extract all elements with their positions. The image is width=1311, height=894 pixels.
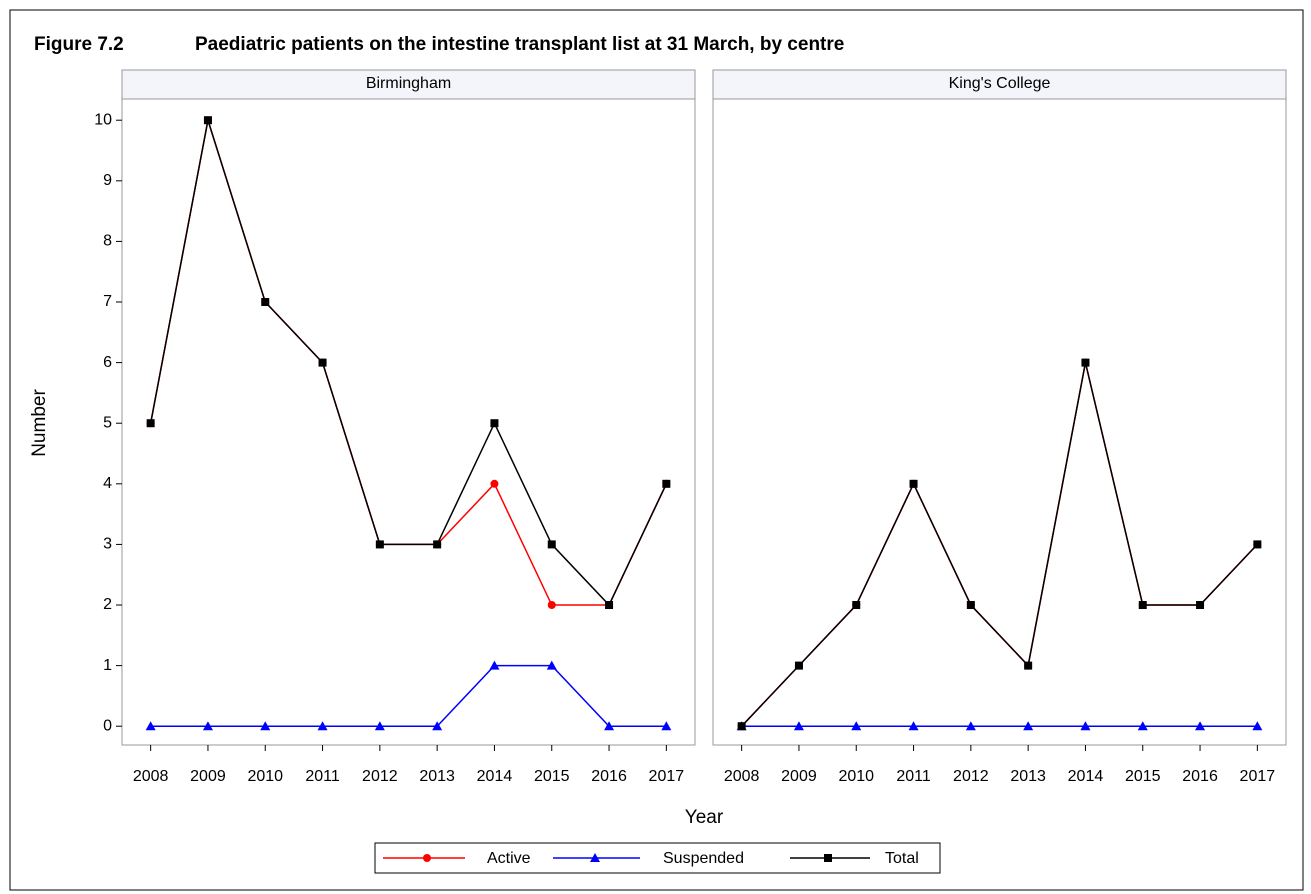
x-tick-label: 2015 bbox=[534, 768, 570, 785]
marker bbox=[1081, 358, 1090, 367]
marker bbox=[146, 419, 155, 428]
marker bbox=[432, 721, 443, 731]
y-tick-label: 2 bbox=[103, 596, 112, 613]
marker bbox=[966, 601, 975, 610]
legend-label: Total bbox=[885, 850, 919, 867]
x-axis-label: Year bbox=[685, 807, 724, 828]
marker bbox=[661, 721, 672, 731]
marker bbox=[145, 721, 156, 731]
x-tick-label: 2017 bbox=[649, 768, 685, 785]
marker bbox=[490, 419, 499, 428]
figure-label: Figure 7.2 bbox=[34, 34, 124, 55]
series-line bbox=[149, 119, 668, 607]
marker bbox=[490, 479, 499, 488]
marker bbox=[1024, 661, 1033, 670]
marker bbox=[202, 721, 213, 731]
y-tick-label: 0 bbox=[103, 717, 112, 734]
marker bbox=[1138, 601, 1147, 610]
frame bbox=[9, 9, 1304, 891]
marker bbox=[909, 479, 918, 488]
y-tick-label: 7 bbox=[103, 293, 112, 310]
marker bbox=[604, 721, 615, 731]
marker bbox=[203, 116, 212, 125]
panel-title: Birmingham bbox=[366, 75, 451, 92]
chart-title: Paediatric patients on the intestine tra… bbox=[195, 34, 844, 55]
x-tick-label: 2015 bbox=[1125, 768, 1161, 785]
legend-label: Active bbox=[487, 850, 531, 867]
marker bbox=[1080, 721, 1091, 731]
x-tick-label: 2016 bbox=[1182, 768, 1218, 785]
x-tick-label: 2012 bbox=[953, 768, 989, 785]
marker bbox=[317, 721, 328, 731]
plot-area bbox=[712, 98, 1287, 746]
y-tick-label: 10 bbox=[94, 111, 112, 128]
y-tick-label: 9 bbox=[103, 172, 112, 189]
x-tick-label: 2011 bbox=[896, 768, 931, 785]
marker bbox=[851, 721, 862, 731]
x-tick-label: 2014 bbox=[1068, 768, 1104, 785]
x-tick-label: 2008 bbox=[133, 768, 169, 785]
marker bbox=[374, 721, 385, 731]
marker bbox=[793, 721, 804, 731]
y-tick-label: 1 bbox=[103, 657, 112, 674]
marker bbox=[908, 721, 919, 731]
marker bbox=[547, 540, 556, 549]
marker bbox=[423, 854, 431, 862]
marker bbox=[590, 853, 600, 862]
x-tick-label: 2012 bbox=[362, 768, 398, 785]
marker bbox=[489, 660, 500, 670]
marker bbox=[1195, 721, 1206, 731]
x-tick-label: 2013 bbox=[1010, 768, 1046, 785]
x-tick-label: 2009 bbox=[781, 768, 817, 785]
marker bbox=[965, 721, 976, 731]
marker bbox=[737, 722, 746, 731]
marker bbox=[1196, 601, 1205, 610]
marker bbox=[605, 601, 614, 610]
x-tick-label: 2013 bbox=[419, 768, 455, 785]
x-tick-label: 2010 bbox=[838, 768, 874, 785]
x-tick-label: 2009 bbox=[190, 768, 226, 785]
marker bbox=[547, 601, 556, 610]
marker bbox=[1137, 721, 1148, 731]
y-tick-label: 8 bbox=[103, 233, 112, 250]
panel-title: King's College bbox=[949, 75, 1051, 92]
marker bbox=[1252, 721, 1263, 731]
marker bbox=[1023, 721, 1034, 731]
marker bbox=[852, 601, 861, 610]
marker bbox=[261, 298, 270, 307]
marker bbox=[375, 540, 384, 549]
y-tick-label: 4 bbox=[103, 475, 112, 492]
marker bbox=[662, 479, 671, 488]
y-tick-label: 3 bbox=[103, 536, 112, 553]
x-tick-label: 2014 bbox=[477, 768, 513, 785]
marker bbox=[794, 661, 803, 670]
marker bbox=[1253, 540, 1262, 549]
x-tick-label: 2010 bbox=[247, 768, 283, 785]
marker bbox=[260, 721, 271, 731]
series-line bbox=[741, 362, 1258, 727]
panel-header bbox=[121, 69, 696, 100]
panel-header bbox=[712, 69, 1287, 100]
x-tick-label: 2017 bbox=[1240, 768, 1276, 785]
series-line bbox=[150, 664, 667, 727]
marker bbox=[546, 660, 557, 670]
x-tick-label: 2008 bbox=[724, 768, 760, 785]
y-tick-label: 5 bbox=[103, 414, 112, 431]
marker bbox=[433, 540, 442, 549]
marker bbox=[318, 358, 327, 367]
y-tick-label: 6 bbox=[103, 354, 112, 371]
y-axis-label: Number bbox=[29, 389, 50, 457]
plot-area bbox=[121, 98, 696, 746]
marker bbox=[824, 854, 832, 862]
legend-label: Suspended bbox=[663, 850, 744, 867]
x-tick-label: 2011 bbox=[305, 768, 340, 785]
x-tick-label: 2016 bbox=[591, 768, 627, 785]
